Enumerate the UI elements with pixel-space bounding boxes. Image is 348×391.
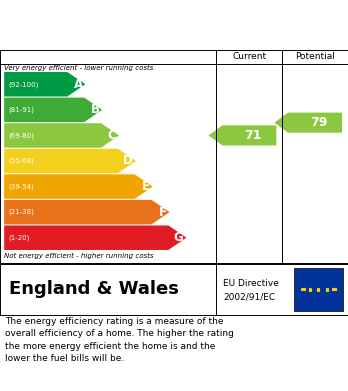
Text: England & Wales: England & Wales	[9, 280, 179, 298]
Text: Potential: Potential	[295, 52, 335, 61]
Polygon shape	[4, 200, 169, 224]
Text: Current: Current	[232, 52, 267, 61]
Text: (21-38): (21-38)	[8, 209, 34, 215]
Text: (92-100): (92-100)	[8, 81, 39, 88]
Text: C: C	[108, 129, 116, 142]
Bar	[294, 268, 343, 311]
Text: G: G	[174, 231, 184, 244]
Text: D: D	[123, 154, 133, 167]
Polygon shape	[4, 149, 136, 173]
Text: 2002/91/EC: 2002/91/EC	[223, 292, 276, 301]
Text: A: A	[73, 78, 82, 91]
Text: (81-91): (81-91)	[8, 107, 34, 113]
Polygon shape	[4, 98, 102, 122]
Text: (39-54): (39-54)	[8, 183, 34, 190]
Text: (55-68): (55-68)	[8, 158, 34, 164]
Text: Energy Efficiency Rating: Energy Efficiency Rating	[9, 23, 230, 38]
Text: B: B	[90, 103, 100, 117]
Text: The energy efficiency rating is a measure of the
overall efficiency of a home. T: The energy efficiency rating is a measur…	[5, 317, 234, 364]
Polygon shape	[274, 113, 342, 133]
Text: EU Directive: EU Directive	[223, 279, 279, 288]
Text: 79: 79	[310, 116, 327, 129]
Polygon shape	[4, 123, 119, 148]
Polygon shape	[4, 226, 187, 250]
Text: Not energy efficient - higher running costs: Not energy efficient - higher running co…	[4, 253, 154, 259]
Polygon shape	[4, 72, 85, 97]
Text: Very energy efficient - lower running costs: Very energy efficient - lower running co…	[4, 65, 153, 71]
Text: F: F	[159, 206, 167, 219]
Polygon shape	[4, 174, 153, 199]
Text: (1-20): (1-20)	[8, 235, 30, 241]
Text: E: E	[142, 180, 150, 193]
Polygon shape	[208, 126, 276, 145]
Text: (69-80): (69-80)	[8, 132, 34, 139]
Text: 71: 71	[244, 129, 262, 142]
